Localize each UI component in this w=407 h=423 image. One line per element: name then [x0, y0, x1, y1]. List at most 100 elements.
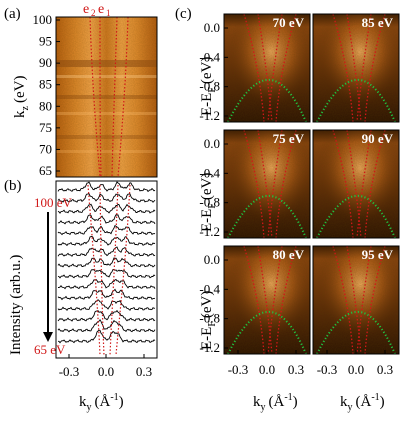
red-band-outer-right	[275, 129, 297, 239]
mdc-x-tick-label: 0.3	[136, 364, 152, 379]
mdc-curve	[57, 246, 156, 257]
band-label-e: e	[83, 2, 89, 17]
energy-axis-label-top: E-EF(eV)	[199, 57, 218, 116]
red-band-inner-right	[356, 245, 372, 355]
red-band-inner-left	[346, 13, 362, 123]
mdc-curve	[57, 181, 156, 193]
arpes-noise-texture	[224, 14, 310, 122]
mdc-x-tick-label: 0.0	[98, 364, 114, 379]
mdc-curve	[57, 224, 156, 236]
kz-tick-label: 65	[39, 163, 52, 178]
energy-tick-label: -1.2	[199, 224, 220, 239]
mdc-x-tick-label: -0.3	[59, 364, 80, 379]
energy-tick-label: -0.4	[199, 165, 220, 180]
mdc-curve	[57, 193, 156, 203]
red-band-outer-left	[243, 129, 265, 239]
red-band-outer-right	[275, 13, 297, 123]
kz-tick-label: 75	[39, 120, 52, 135]
energy-tick-label: -1.2	[199, 108, 220, 123]
momentum-tick-label: 0.0	[348, 362, 364, 377]
kz-map-stripe	[56, 75, 157, 78]
momentum-axis-label-left: ky (Å-1)	[253, 392, 298, 413]
arpes-noise-texture	[224, 246, 310, 354]
mdc-curve	[57, 309, 156, 322]
arpes-panel-frame	[223, 13, 311, 123]
mdc-curves	[57, 181, 156, 344]
intensity-axis-label: Intensity (arb.u.)	[8, 255, 24, 355]
red-band-outer-left	[243, 13, 265, 123]
mdc-curve	[57, 203, 156, 214]
red-band-outer-left	[332, 13, 354, 123]
mdc-curve	[57, 288, 156, 301]
red-band-inner-right	[267, 245, 283, 355]
red-band-outer-left	[332, 245, 354, 355]
mdc-curve	[57, 257, 156, 268]
kz-tick-label: 90	[39, 55, 52, 70]
mdc-curve	[57, 214, 156, 225]
red-band-outer-right	[364, 129, 386, 239]
red-band-inner-right	[267, 129, 283, 239]
kz-axis-label: kz(eV)	[12, 76, 31, 118]
kz-map-texture	[56, 17, 157, 177]
energy-tick-label: 0.0	[204, 252, 220, 267]
band-labels: e 2 e 1	[83, 2, 111, 18]
kz-tick-label: 80	[39, 98, 52, 113]
arpes-panel: 75 eV 0.0 -0.4 -0.8 -1.2	[199, 129, 311, 239]
energy-tick-label: -0.8	[199, 311, 220, 326]
momentum-tick-label: -0.3	[317, 362, 338, 377]
momentum-tick-label: 0.3	[288, 362, 304, 377]
panel-c: (c) 70 eV 0.0 -0.4 -0.8 -1.2 85 eV 75 eV 0.0 -0.…	[175, 6, 400, 413]
mdc-curve	[57, 299, 156, 312]
red-band-inner-right	[267, 13, 283, 123]
red-band-inner-left	[257, 129, 273, 239]
panel-b-label: (b)	[4, 178, 22, 194]
kz-map-stripes	[56, 60, 157, 153]
red-band-outer-right	[364, 13, 386, 123]
kz-tick-label: 70	[39, 141, 52, 156]
mdc-x-ticks: -0.3 0.0 0.3	[59, 354, 152, 379]
red-band-outer-left	[332, 129, 354, 239]
photon-energy-label: 70 eV	[273, 15, 305, 30]
mdc-x-axis-label: ky (Å-1)	[79, 392, 124, 413]
band-label-sub-2: 2	[91, 8, 96, 18]
energy-tick-label: -0.4	[199, 49, 220, 64]
arpes-panel-frame	[312, 13, 400, 123]
kz-map-stripe	[56, 150, 157, 153]
red-band-inner-left	[257, 245, 273, 355]
momentum-tick-label: 0.3	[377, 362, 393, 377]
arpes-noise-texture	[224, 130, 310, 238]
arpes-panel: 85 eV	[312, 13, 400, 123]
arpes-panel-grid: 70 eV 0.0 -0.4 -0.8 -1.2 85 eV 75 eV 0.0 -0.4 -0.…	[199, 13, 400, 377]
photon-energy-label: 90 eV	[362, 131, 394, 146]
momentum-tick-label: 0.0	[259, 362, 275, 377]
momentum-tick-label: -0.3	[228, 362, 249, 377]
kz-tick-label: 100	[33, 12, 53, 27]
red-band-outer-right	[364, 245, 386, 355]
arpes-noise-texture	[313, 130, 399, 238]
energy-tick-label: -1.2	[199, 340, 220, 355]
kz-tick-label: 85	[39, 77, 52, 92]
red-band-inner-left	[257, 13, 273, 123]
energy-tick-label: -0.8	[199, 79, 220, 94]
photon-energy-label: 75 eV	[273, 131, 305, 146]
mdc-curve	[57, 268, 156, 279]
energy-arrow	[43, 212, 53, 342]
energy-tick-label: 0.0	[204, 20, 220, 35]
red-band-inner-left	[346, 129, 362, 239]
mdc-curve	[57, 236, 156, 247]
band-label-e: e	[98, 2, 104, 17]
panel-a: (a) e 2 e 1 100 95 90 85 80 75 70 65 kz(eV)	[4, 2, 158, 178]
mdc-curve	[57, 318, 156, 333]
mdc-curve	[58, 329, 156, 344]
arpes-panel: 95 eV -0.3 0.0 0.3	[312, 245, 400, 377]
mdc-top-label: 100 eV	[34, 195, 73, 210]
energy-tick-label: -0.8	[199, 195, 220, 210]
energy-tick-label: -0.4	[199, 281, 220, 296]
kz-axis-ticks: 100 95 90 85 80 75 70 65	[33, 12, 60, 178]
kz-map-stripe	[56, 135, 157, 139]
arpes-noise-texture	[313, 14, 399, 122]
arpes-noise-texture	[313, 246, 399, 354]
panel-c-label: (c)	[175, 6, 192, 22]
arpes-panel: 80 eV 0.0 -0.4 -0.8 -1.2 -0.3 0.0 0.3	[199, 245, 311, 377]
